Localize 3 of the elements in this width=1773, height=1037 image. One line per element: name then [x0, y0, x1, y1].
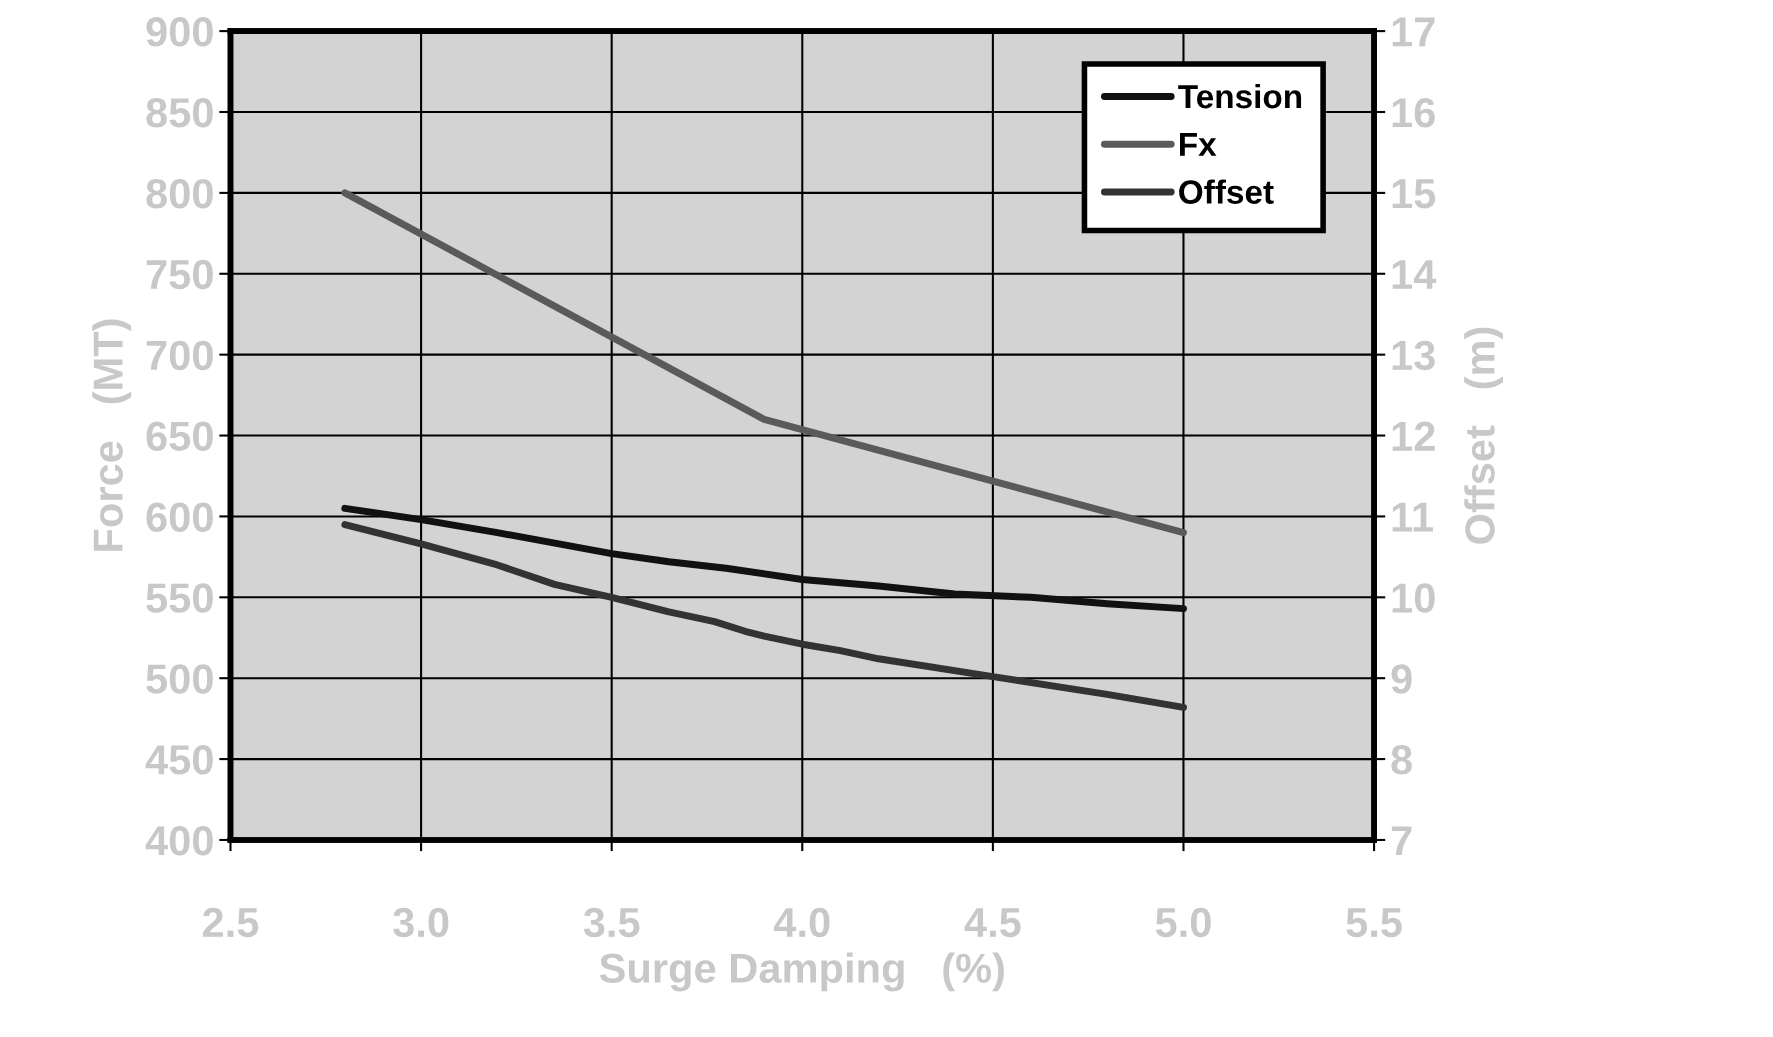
legend-label: Fx	[1180, 132, 1217, 156]
legend-label: Tension	[1178, 83, 1302, 109]
legend-label: Offset	[1179, 179, 1274, 204]
